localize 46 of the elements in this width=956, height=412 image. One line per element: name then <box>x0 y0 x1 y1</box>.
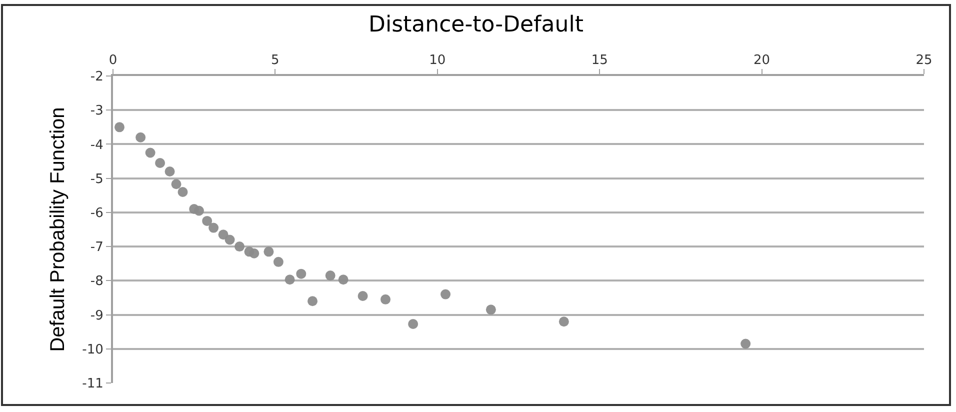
point <box>338 274 348 285</box>
chart-title: Distance-to-Default <box>368 12 584 38</box>
y-tick-label: -5 <box>90 172 104 187</box>
y-tick-label: -6 <box>90 206 104 221</box>
point <box>208 222 219 233</box>
point <box>114 122 124 132</box>
point <box>155 158 166 168</box>
y-tick-label: -7 <box>90 240 104 256</box>
point <box>273 256 284 267</box>
point <box>202 216 212 226</box>
point <box>296 268 306 279</box>
point <box>486 304 496 315</box>
point <box>145 148 156 158</box>
point <box>178 186 188 197</box>
y-tick-label: -4 <box>90 138 104 153</box>
point <box>408 318 418 329</box>
point <box>284 274 295 285</box>
x-tick-label: 5 <box>271 52 280 68</box>
point <box>380 294 390 304</box>
y-tick-label: -11 <box>82 376 104 392</box>
point <box>234 242 245 252</box>
point <box>558 316 569 327</box>
point <box>358 291 368 302</box>
x-tick-label: 0 <box>108 52 118 68</box>
point <box>218 230 228 240</box>
point <box>740 338 751 349</box>
y-tick-label: -3 <box>90 104 104 119</box>
point <box>308 296 318 306</box>
x-tick-label: 20 <box>754 52 770 68</box>
y-tick-label: -2 <box>90 70 104 85</box>
y-tick-label: -9 <box>90 308 104 324</box>
x-tick-label: 25 <box>916 52 932 68</box>
y-axis-title: Default Probability Function <box>47 107 70 352</box>
point <box>194 206 204 216</box>
point <box>440 289 451 300</box>
y-tick-label: -8 <box>90 274 104 290</box>
x-tick-label: 15 <box>591 52 608 68</box>
x-tick-label: 10 <box>429 52 446 68</box>
point <box>164 166 175 177</box>
point <box>224 234 235 245</box>
point <box>264 246 274 257</box>
point <box>249 248 260 258</box>
point <box>171 179 182 190</box>
y-tick-label: -10 <box>82 342 104 358</box>
point <box>136 132 146 142</box>
point <box>325 270 336 281</box>
